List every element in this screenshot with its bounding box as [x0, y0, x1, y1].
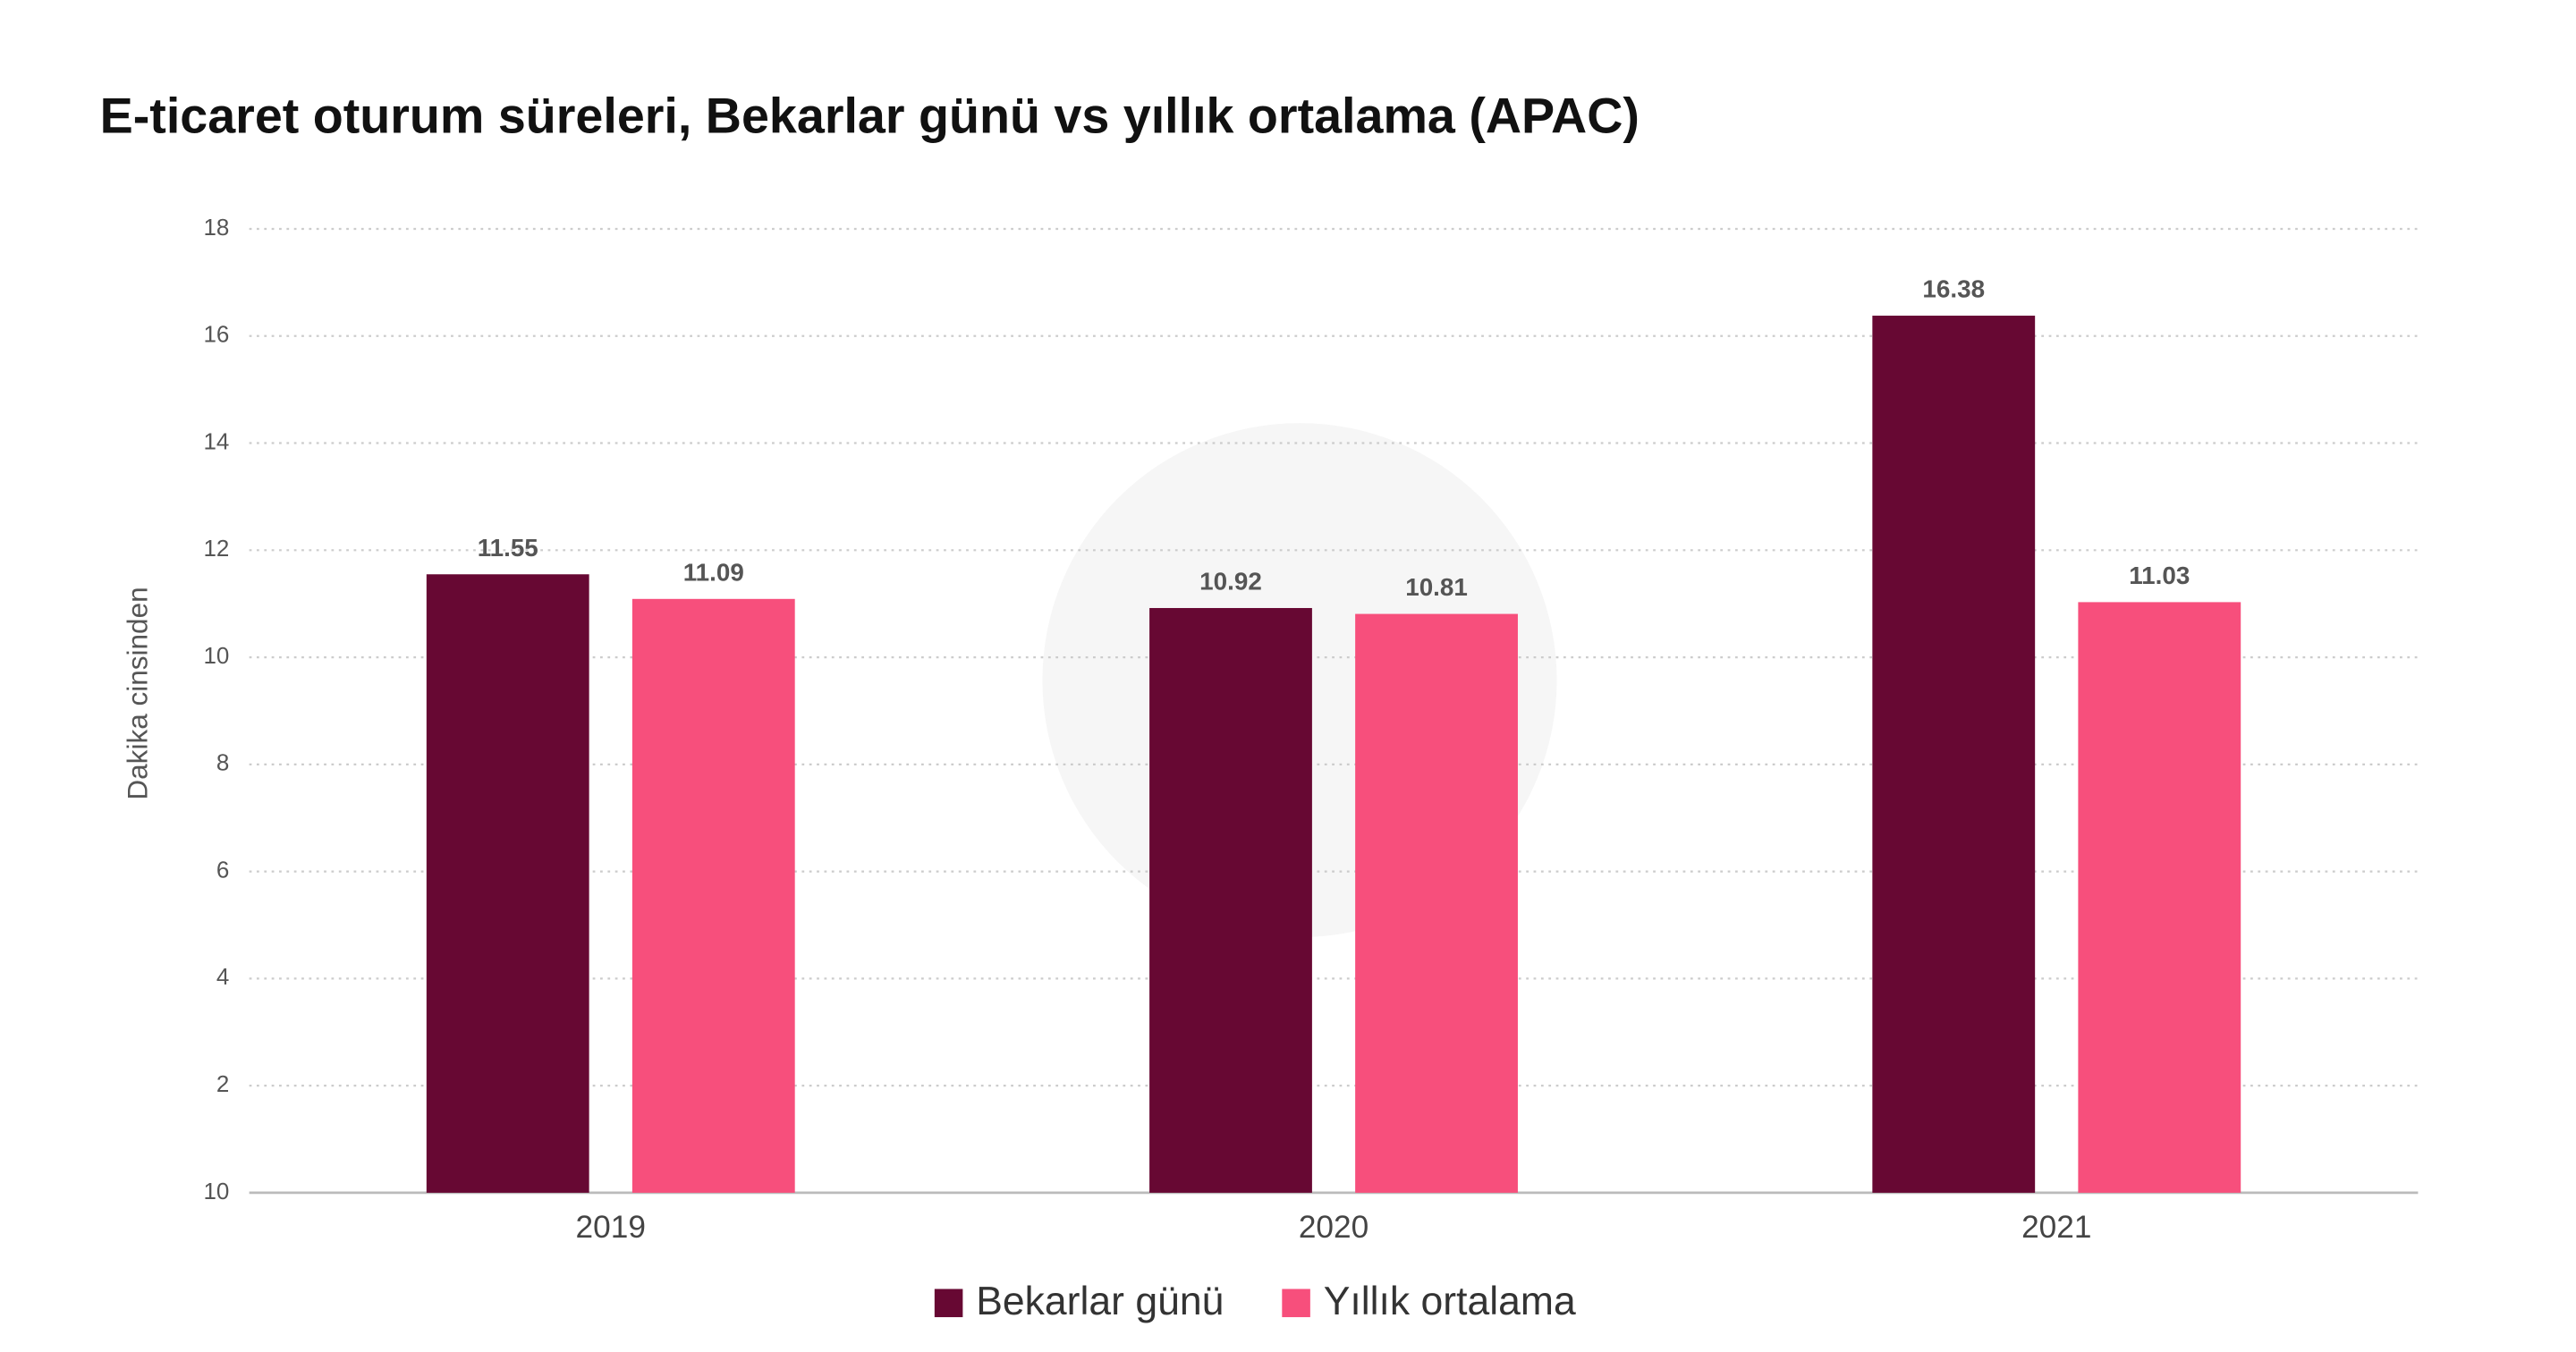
legend-swatch: [1282, 1289, 1310, 1318]
chart-title: E-ticaret oturum süreleri, Bekarlar günü…: [100, 88, 1640, 143]
y-tick-label: 2: [216, 1070, 229, 1097]
x-tick-label: 2019: [576, 1210, 646, 1245]
bar: [1149, 607, 1312, 1193]
data-label: 11.55: [478, 534, 538, 562]
bar: [2078, 602, 2241, 1193]
bar: [631, 598, 795, 1193]
data-label: 11.03: [2129, 562, 2190, 589]
y-tick-label: 8: [216, 749, 229, 776]
legend-label: Bekarlar günü: [976, 1280, 1224, 1323]
bar: [1872, 316, 2036, 1193]
y-tick-label: 10: [203, 642, 229, 669]
data-label: 10.81: [1405, 573, 1468, 601]
data-label: 11.09: [683, 558, 744, 586]
y-tick-label: 16: [203, 321, 229, 348]
y-axis-label: Dakika cinsinden: [122, 587, 154, 799]
x-tick-label: 2021: [2021, 1210, 2091, 1245]
legend-label: Yıllık ortalama: [1324, 1280, 1576, 1323]
data-label: 16.38: [1922, 275, 1985, 303]
data-label: 10.92: [1199, 568, 1262, 596]
x-tick-label: 2020: [1299, 1210, 1368, 1245]
y-tick-label: 12: [203, 535, 229, 562]
y-tick-label: 10: [203, 1178, 229, 1204]
y-tick-label: 6: [216, 856, 229, 883]
bar: [426, 574, 589, 1193]
bar: [1355, 613, 1518, 1193]
y-tick-label: 14: [203, 427, 229, 454]
y-tick-label: 4: [216, 963, 229, 990]
y-tick-label: 18: [203, 214, 229, 241]
legend-swatch: [934, 1289, 963, 1318]
